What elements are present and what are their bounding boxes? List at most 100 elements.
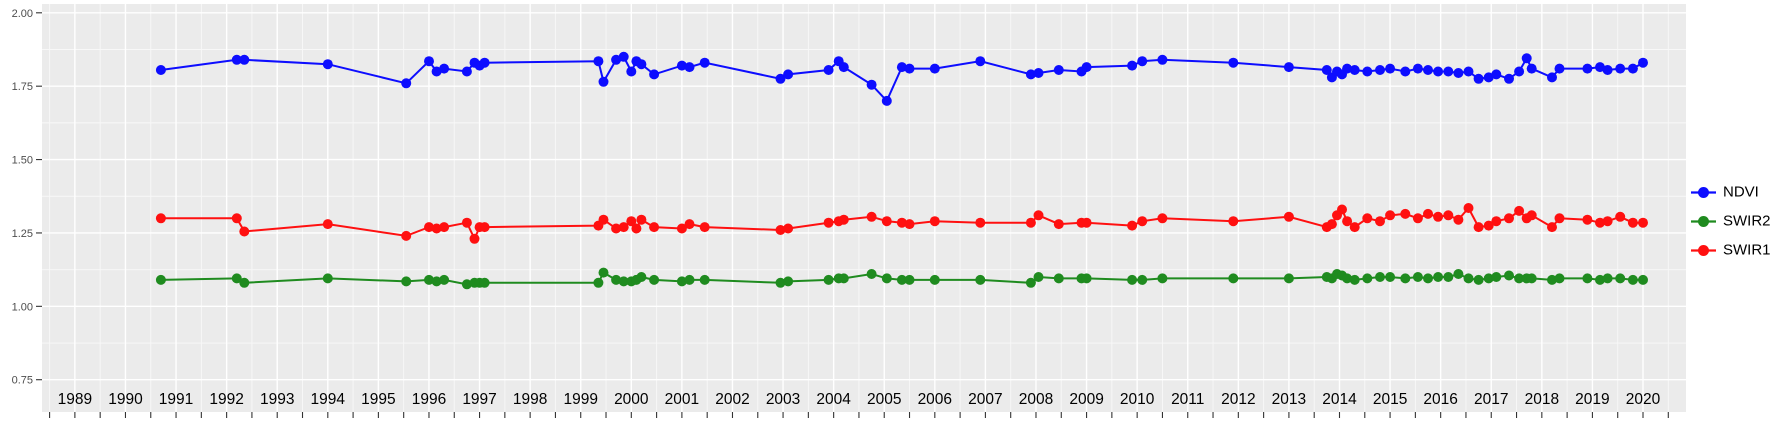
data-point: [1349, 274, 1360, 285]
legend-label: NDVI: [1723, 183, 1759, 201]
data-point: [424, 222, 434, 233]
data-point: [1615, 63, 1626, 74]
data-point: [896, 274, 907, 285]
x-tick-label: 2009: [1069, 391, 1103, 408]
data-point: [1443, 272, 1454, 282]
x-tick-label: 2006: [918, 391, 952, 408]
data-point: [676, 276, 687, 287]
data-point: [1283, 273, 1294, 284]
data-point: [1473, 73, 1484, 84]
data-point: [1137, 216, 1148, 227]
data-point: [1157, 213, 1168, 224]
data-point: [684, 274, 695, 285]
data-point: [1362, 66, 1373, 77]
data-point: [699, 222, 710, 233]
data-point: [775, 225, 786, 235]
data-point: [1627, 217, 1638, 228]
data-point: [155, 274, 166, 285]
data-point: [1638, 217, 1648, 228]
plot-panel: [42, 4, 1686, 412]
data-point: [1483, 72, 1494, 83]
data-point: [1400, 66, 1411, 77]
data-point: [1025, 69, 1036, 80]
data-point: [1627, 63, 1638, 74]
data-point: [904, 63, 915, 74]
data-point: [231, 273, 242, 284]
data-point: [1375, 65, 1385, 75]
data-point: [636, 272, 647, 282]
data-point: [929, 274, 940, 285]
data-point: [1053, 65, 1064, 75]
data-point: [838, 273, 849, 284]
data-point: [699, 274, 710, 285]
data-point: [1137, 56, 1148, 67]
legend-item-ndvi: NDVI: [1690, 178, 1771, 207]
data-point: [1137, 274, 1148, 285]
x-tick-label: 2020: [1626, 391, 1661, 408]
data-point: [1602, 65, 1613, 75]
data-point: [1362, 273, 1373, 284]
data-point: [155, 213, 166, 224]
x-tick-label: 1993: [260, 391, 294, 408]
data-point: [1025, 217, 1036, 228]
data-point: [1547, 222, 1557, 233]
data-point: [1463, 273, 1474, 284]
data-point: [1582, 273, 1593, 284]
data-point: [1412, 213, 1423, 224]
data-point: [1228, 273, 1239, 284]
data-point: [1453, 269, 1464, 279]
data-point: [823, 274, 834, 285]
data-point: [1443, 66, 1454, 77]
series-swir2: [155, 267, 1648, 290]
data-point: [1342, 216, 1353, 227]
x-tick-label: 2018: [1525, 391, 1559, 408]
data-point: [1362, 213, 1373, 224]
data-point: [1615, 211, 1626, 222]
data-point: [598, 267, 609, 278]
data-point: [1423, 273, 1433, 284]
data-point: [783, 276, 794, 287]
data-point: [1081, 62, 1092, 73]
data-point: [636, 59, 647, 70]
data-point: [1283, 211, 1294, 222]
data-point: [1025, 277, 1036, 288]
data-point: [823, 217, 834, 228]
data-point: [649, 274, 660, 285]
data-point: [322, 273, 333, 284]
data-point: [676, 60, 687, 71]
data-point: [1385, 210, 1396, 221]
legend-key-swir1-icon: [1691, 244, 1716, 256]
data-point: [1547, 274, 1557, 285]
data-point: [904, 219, 915, 230]
data-point: [231, 54, 242, 65]
data-point: [1081, 273, 1092, 284]
data-point: [1157, 54, 1168, 65]
data-point: [424, 274, 434, 285]
data-point: [1337, 204, 1347, 215]
data-point: [1349, 65, 1360, 75]
data-point: [1483, 220, 1494, 231]
major-gridlines: [42, 4, 1686, 412]
data-point: [439, 222, 450, 233]
x-tick-label: 2011: [1171, 391, 1204, 408]
data-point: [975, 56, 986, 67]
data-point: [1483, 273, 1494, 284]
data-point: [866, 269, 877, 279]
data-point: [479, 277, 490, 288]
data-point: [896, 62, 907, 73]
data-point: [684, 219, 695, 230]
data-point: [461, 279, 472, 290]
data-point: [975, 217, 986, 228]
data-point: [1342, 63, 1353, 74]
x-tick-label: 2005: [867, 391, 901, 408]
data-point: [598, 76, 609, 87]
data-point: [1521, 53, 1532, 64]
data-point: [1491, 216, 1502, 227]
data-point: [1638, 57, 1648, 68]
legend-key-ndvi-icon: [1691, 186, 1716, 198]
x-tick-label: 2016: [1423, 391, 1457, 408]
x-tick-label: 1991: [159, 391, 193, 408]
data-point: [1504, 213, 1514, 224]
data-point: [1615, 273, 1626, 284]
